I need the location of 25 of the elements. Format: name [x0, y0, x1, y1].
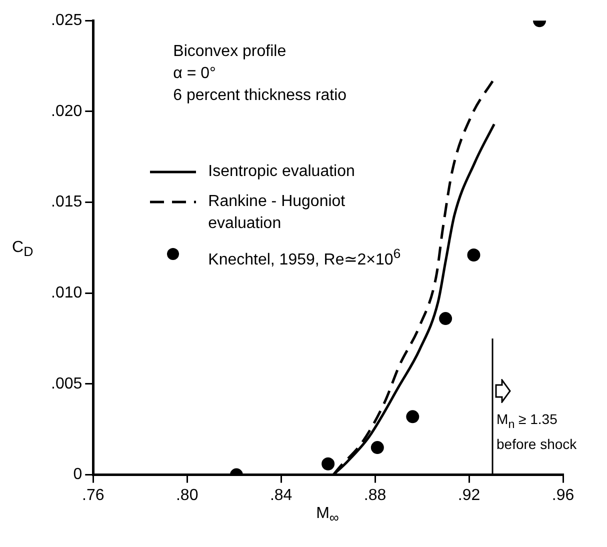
- x-tick-label: .80: [176, 486, 198, 504]
- y-tick-label: .015: [51, 194, 82, 211]
- point: [370, 441, 384, 454]
- annotation: α = 0°: [173, 64, 217, 84]
- point: [439, 312, 452, 326]
- annotation: 6 percent thickness ratio: [173, 86, 347, 106]
- legend-label: Isentropic evaluation: [208, 162, 355, 182]
- y-tick-label: 0: [73, 466, 82, 484]
- y-tick-label: .005: [51, 375, 82, 392]
- legend-label: Knechtel, 1959, Re≃2×10$^{6}$: [208, 244, 401, 270]
- point: [406, 410, 420, 424]
- y-axis-title: C$_{D}$: [12, 238, 34, 261]
- x-tick-label: .96: [552, 486, 574, 504]
- x-tick-label: .76: [82, 486, 104, 504]
- y-tick-label: .010: [51, 284, 82, 302]
- y-tick-label: .025: [51, 12, 82, 30]
- y-tick-label: .020: [51, 102, 82, 120]
- point: [322, 457, 335, 470]
- x-tick-label: .84: [270, 486, 292, 504]
- x-tick-label: .92: [458, 486, 480, 504]
- x-tick-label: .88: [364, 486, 386, 504]
- x-axis-title: M$_{∞}$: [316, 504, 339, 527]
- ref-line-label: M$_{n}$ ≥ 1.35 before shock: [496, 410, 578, 454]
- legend-label: Rankine - Hugoniot evaluation: [208, 192, 346, 234]
- annotation: Biconvex profile: [173, 42, 288, 62]
